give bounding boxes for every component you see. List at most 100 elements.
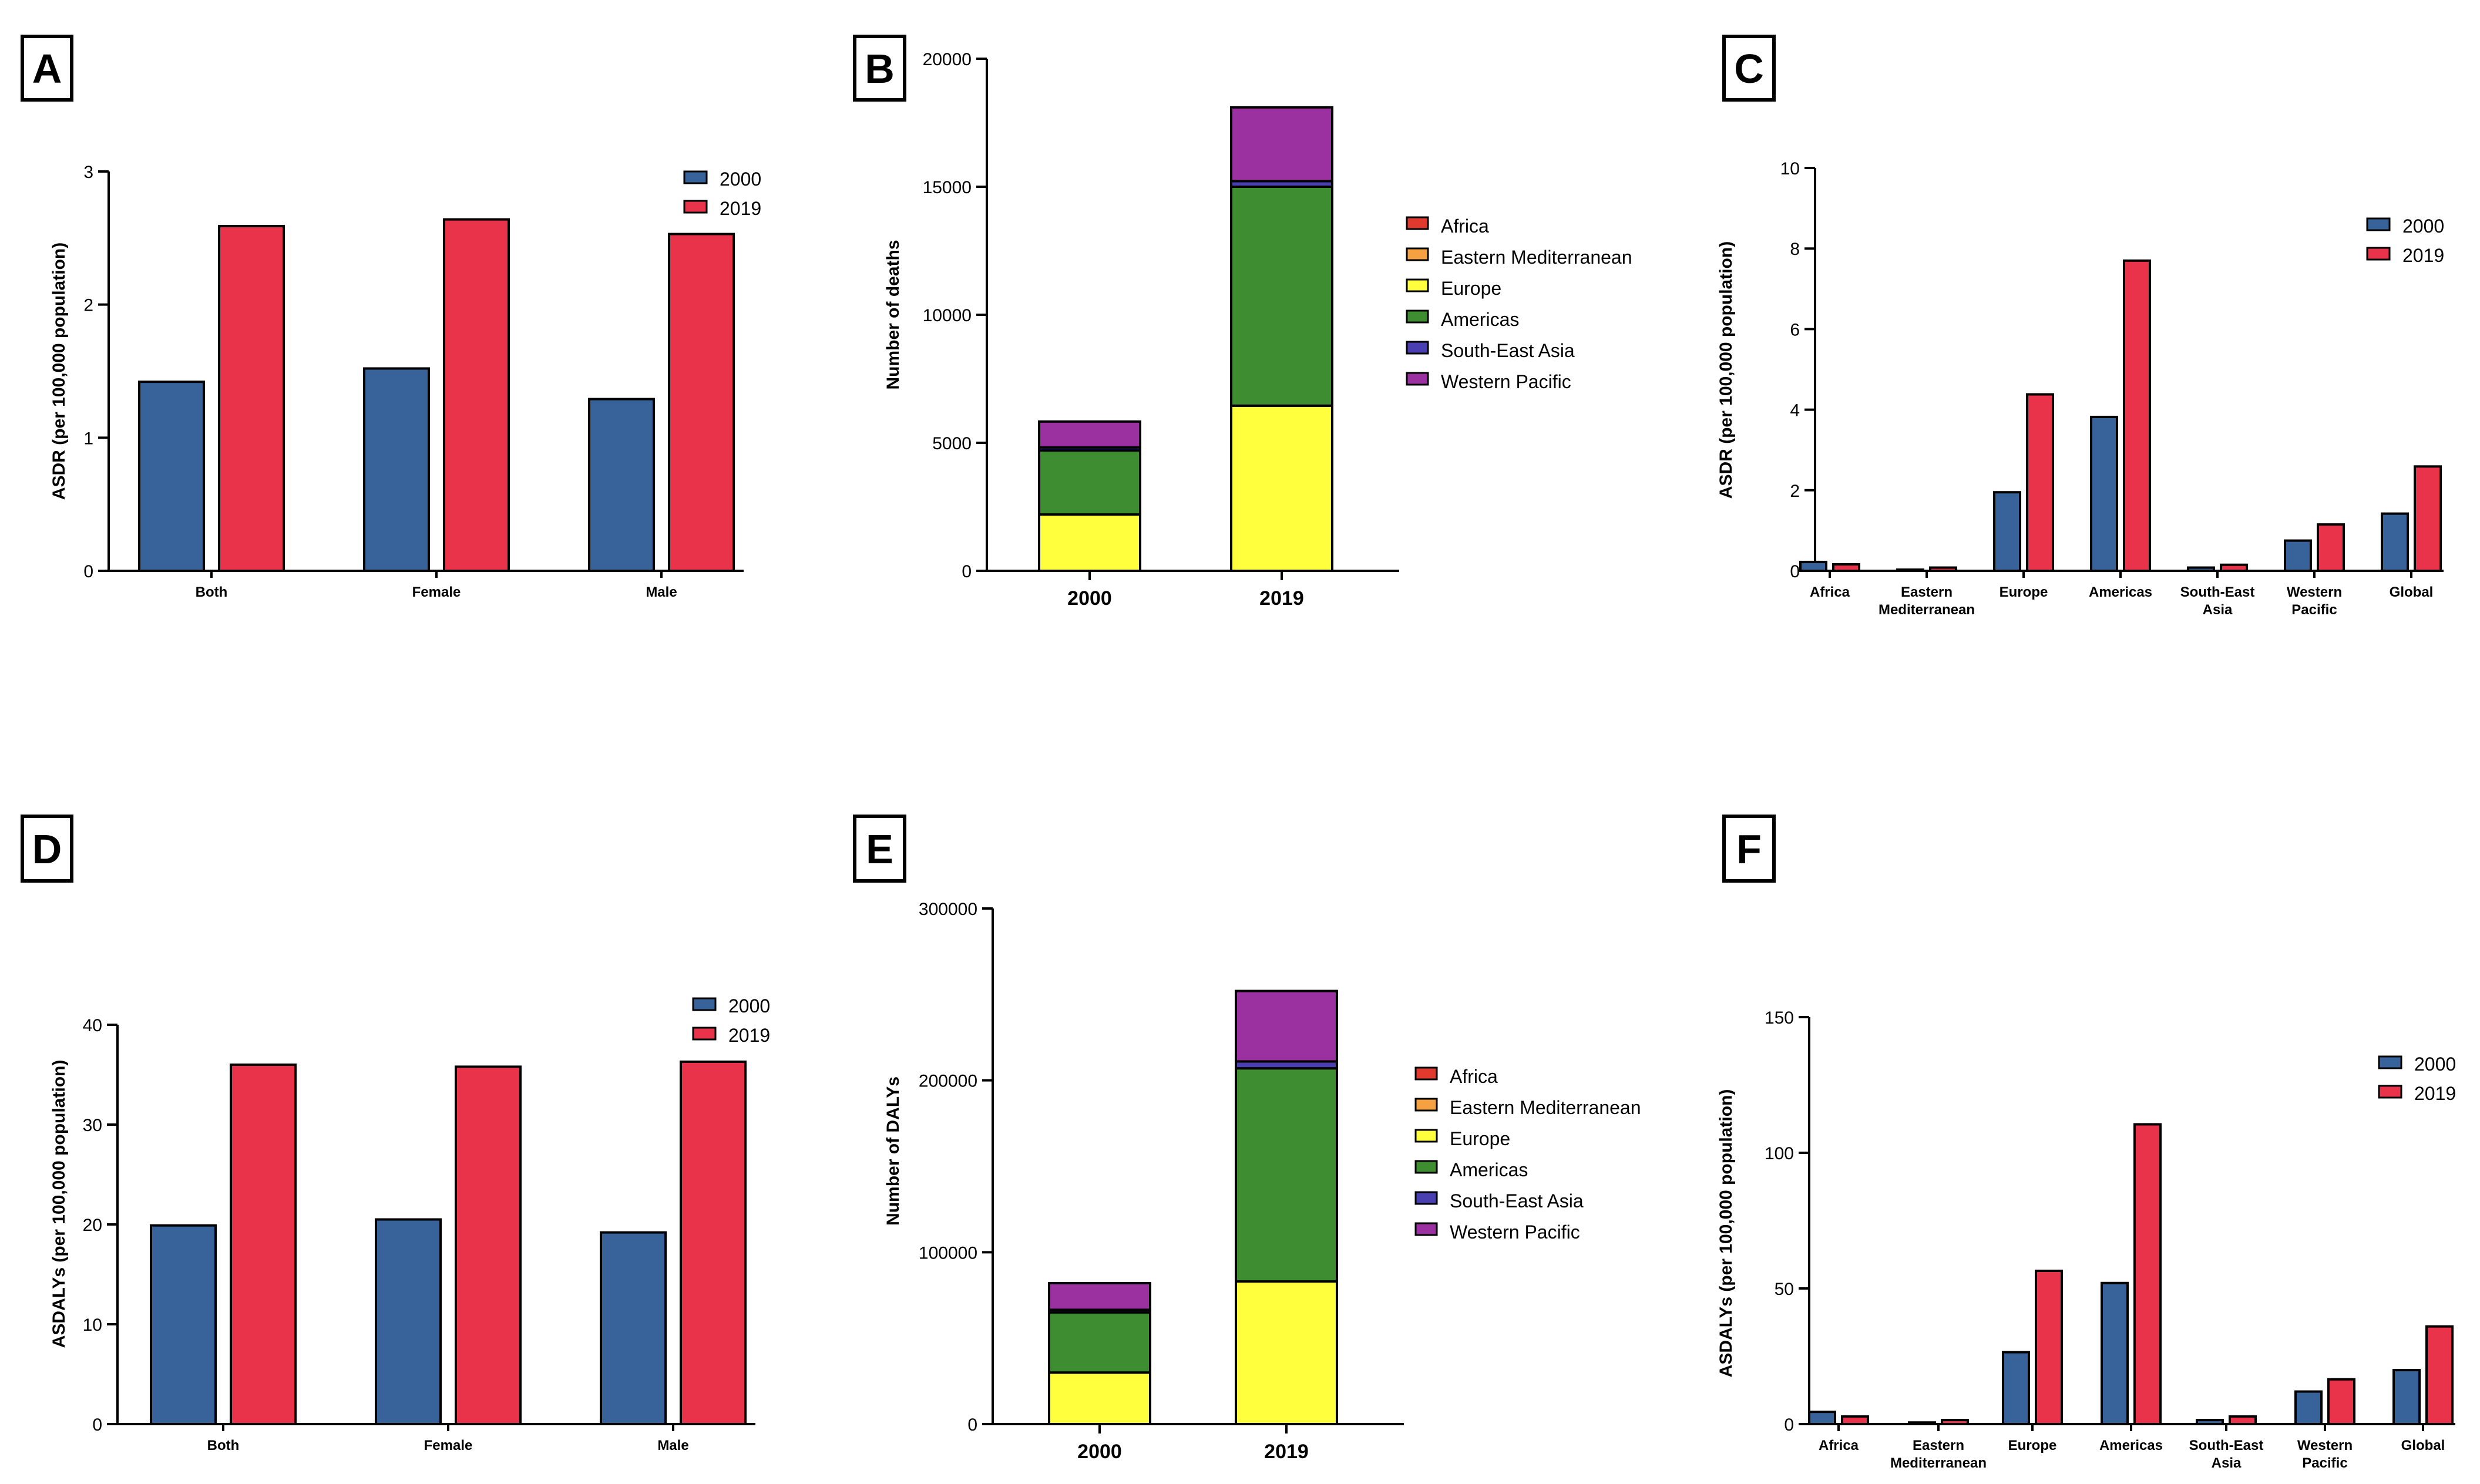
panel-c: C 0 2 4 6 8 10 ASDR (per 100,000 population) Afr…: [1716, 35, 2444, 618]
bar-c-western-pacific-2000: [2284, 539, 2312, 572]
bar-d-both-2000: [150, 1224, 217, 1425]
bar-f-africa-2000: [1808, 1411, 1836, 1425]
panel-letter-box-f: [1722, 815, 1776, 883]
bar-d-male-2000: [600, 1231, 667, 1426]
legend-label-a-2000: 2000: [720, 169, 761, 190]
y-axis-label-e: Number of DALYs: [883, 1076, 903, 1226]
legend-swatch-d-2000: [692, 997, 717, 1011]
x-tick-label-f: Western Pacific: [2297, 1438, 2353, 1471]
legend-label-c-2019: 2019: [2402, 245, 2444, 266]
bar-f-africa-2019: [1841, 1415, 1869, 1425]
panel-letter-box-b: [853, 35, 906, 102]
bar-f-south-east-asia-2000: [2196, 1419, 2224, 1426]
legend-swatch-e-americas: [1414, 1160, 1438, 1174]
legend-label-e-western-pacific: Western Pacific: [1450, 1221, 1580, 1243]
panel-a: A 0 1 2 3 ASDR (per 100,000 population) Both Fe…: [21, 35, 761, 600]
legend-label-a-2019: 2019: [720, 198, 761, 219]
bar-f-western-pacific-2000: [2294, 1390, 2323, 1426]
legend-swatch-a-2019: [683, 200, 708, 214]
bar-e-2019-western-pacific: [1235, 990, 1338, 1063]
x-tick-label-e: 2000: [1077, 1441, 1122, 1463]
x-tick-label-b: 2019: [1259, 587, 1304, 610]
bar-a-female-2019: [443, 218, 510, 573]
panel-letter-b: B: [865, 46, 895, 92]
bar-b-2019-europe: [1230, 404, 1333, 573]
x-tick-label-d: Female: [424, 1438, 473, 1453]
panel-letter-box-a: [21, 35, 73, 102]
bar-c-africa-2019: [1832, 563, 1860, 572]
bar-a-male-2000: [588, 398, 655, 572]
x-tick-label-c: Global: [2390, 584, 2434, 600]
x-tick-label-f: Global: [2401, 1438, 2445, 1453]
y-tick-label-d: 30: [83, 1116, 102, 1135]
legend-label-b-africa: Africa: [1441, 216, 1489, 237]
bar-f-americas-2019: [2133, 1123, 2162, 1425]
y-tick-label-a: 3: [83, 163, 93, 182]
bar-c-eastern-mediterranean-2000: [1896, 568, 1924, 573]
bar-d-female-2019: [455, 1065, 522, 1425]
bar-c-europe-2019: [2026, 393, 2054, 572]
legend-swatch-b-eastern-mediterranean: [1406, 247, 1429, 261]
bar-d-female-2000: [375, 1218, 442, 1425]
bar-b-2000-europe: [1038, 513, 1141, 573]
y-tick-label-a: 2: [83, 296, 93, 315]
bar-c-americas-2000: [2090, 415, 2118, 572]
legend-label-f-2019: 2019: [2414, 1083, 2456, 1104]
bar-f-global-2019: [2425, 1325, 2454, 1425]
x-tick-label-a: Both: [196, 584, 228, 600]
legend-label-b-eastern-mediterranean: Eastern Mediterranean: [1441, 247, 1632, 268]
bar-c-global-2000: [2381, 512, 2409, 573]
y-tick-label-c: 8: [1790, 240, 1800, 259]
bar-c-africa-2000: [1799, 560, 1827, 573]
y-tick-label-c: 6: [1790, 320, 1800, 339]
legend-swatch-e-europe: [1414, 1129, 1438, 1143]
x-tick-label-c: Eastern Mediterranean: [1879, 584, 1975, 618]
panel-letter-box-e: [853, 815, 906, 883]
panel-f: F 0 50 100 150 ASDALYs (per 100,000 populatio…: [1716, 815, 2456, 1471]
y-axis-label-f: ASDALYs (per 100,000 population): [1716, 1089, 1736, 1378]
legend-swatch-b-americas: [1406, 309, 1429, 324]
y-tick-label-d: 0: [92, 1415, 102, 1435]
bar-c-western-pacific-2019: [2317, 523, 2345, 572]
y-tick-label-e: 300000: [919, 900, 977, 919]
legend-label-d-2000: 2000: [728, 995, 770, 1017]
bar-a-both-2019: [218, 224, 285, 572]
bar-f-western-pacific-2019: [2327, 1378, 2355, 1426]
legend-label-c-2000: 2000: [2402, 216, 2444, 237]
x-tick-label-a: Male: [646, 584, 677, 600]
bar-a-female-2000: [363, 367, 430, 572]
y-tick-label-c: 2: [1790, 482, 1800, 501]
x-tick-label-c: Europe: [2000, 584, 2048, 600]
legend-label-e-americas: Americas: [1450, 1159, 1528, 1180]
bar-f-europe-2000: [2002, 1351, 2030, 1426]
bar-e-2000-western-pacific: [1048, 1282, 1151, 1311]
panel-letter-a: A: [32, 46, 62, 92]
legend-label-b-americas: Americas: [1441, 309, 1519, 330]
bar-f-americas-2000: [2101, 1281, 2129, 1426]
y-axis-label-d: ASDALYs (per 100,000 population): [49, 1060, 69, 1348]
x-tick-label-e: 2019: [1264, 1441, 1309, 1463]
bar-f-south-east-asia-2019: [2229, 1415, 2257, 1425]
panel-b: B 0 5000 10000 15000 20000 Number of deaths 200…: [853, 35, 1632, 610]
bar-b-2019-americas: [1230, 186, 1333, 407]
bar-c-americas-2019: [2123, 259, 2151, 572]
bar-b-2000-americas: [1038, 449, 1141, 516]
panel-letter-box-c: [1722, 35, 1776, 102]
panel-letter-box-d: [21, 815, 73, 883]
bar-b-2000-western-pacific: [1038, 420, 1141, 449]
panel-e: E 0 100000 200000 300000 Number of DALYs 2000 2…: [853, 815, 1641, 1463]
panel-letter-c: C: [1734, 46, 1764, 92]
x-tick-label-f: Eastern Mediterranean: [1890, 1438, 1987, 1471]
bar-f-europe-2019: [2035, 1269, 2063, 1425]
legend-swatch-f-2000: [2378, 1055, 2402, 1069]
y-tick-label-e: 0: [967, 1415, 977, 1435]
bar-c-eastern-mediterranean-2019: [1929, 566, 1957, 573]
y-axis-label-a: ASDR (per 100,000 population): [49, 243, 69, 500]
bar-c-europe-2000: [1993, 491, 2021, 572]
legend-swatch-b-europe: [1406, 278, 1429, 292]
bar-c-global-2019: [2414, 465, 2442, 572]
legend-label-e-africa: Africa: [1450, 1066, 1498, 1087]
legend-label-b-south-east-asia: South-East Asia: [1441, 340, 1575, 361]
x-tick-label-c: Americas: [2089, 584, 2152, 600]
